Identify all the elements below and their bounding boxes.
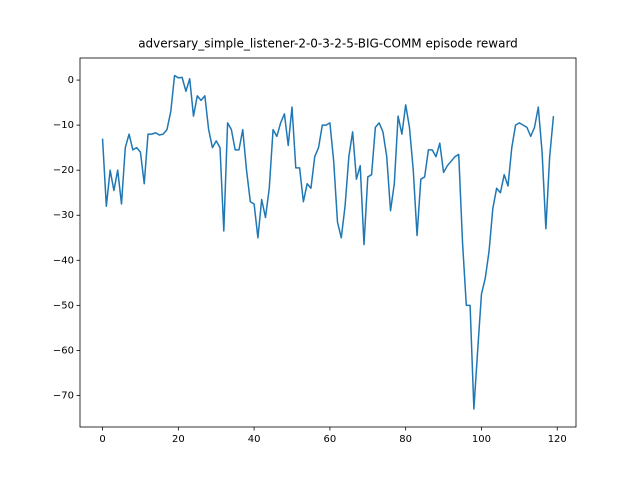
line	[101, 74, 555, 410]
plot-frame	[79, 57, 577, 428]
chart-title: adversary_simple_listener-2-0-3-2-5-BIG-…	[138, 37, 518, 51]
y-tick-label: −30	[53, 210, 74, 221]
y-tick-label: −60	[53, 345, 74, 356]
x-tick-label: 40	[248, 434, 261, 445]
y-tick-label: −50	[53, 300, 74, 311]
y-tick-label: −20	[53, 165, 74, 176]
x-tick-label: 120	[548, 434, 567, 445]
x-tick-label: 0	[99, 434, 105, 445]
y-tick-label: −40	[53, 255, 74, 266]
x-tick-label: 100	[472, 434, 491, 445]
x-tick-label: 20	[172, 434, 185, 445]
x-tick-label: 60	[324, 434, 337, 445]
x-tick-label: 80	[399, 434, 412, 445]
y-tick-label: −70	[53, 390, 74, 401]
y-tick-label: −10	[53, 120, 74, 131]
y-tick-label: 0	[68, 75, 74, 86]
